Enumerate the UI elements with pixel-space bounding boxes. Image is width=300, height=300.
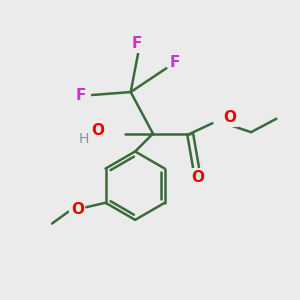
Text: F: F	[170, 55, 181, 70]
Text: F: F	[76, 88, 86, 103]
Text: O: O	[71, 202, 84, 217]
Text: O: O	[191, 170, 204, 185]
Text: O: O	[223, 110, 236, 125]
Text: F: F	[131, 36, 142, 51]
Text: H: H	[79, 132, 89, 146]
Text: O: O	[92, 123, 104, 138]
